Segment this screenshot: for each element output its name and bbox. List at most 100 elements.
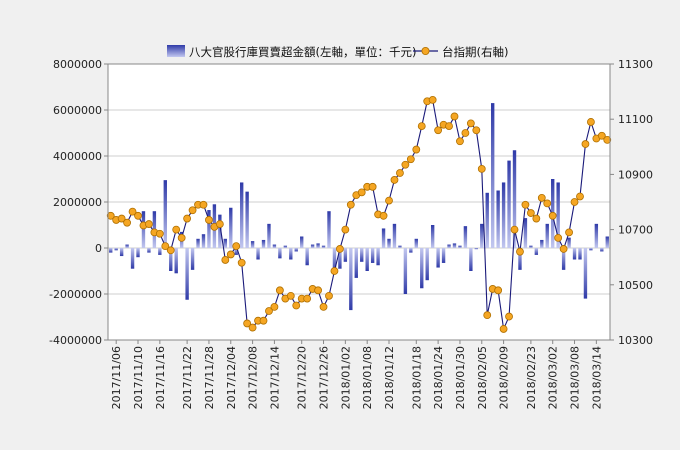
bar bbox=[125, 244, 129, 248]
line-point bbox=[396, 169, 404, 177]
line-point bbox=[456, 137, 464, 146]
bar bbox=[458, 245, 462, 248]
line-point bbox=[341, 225, 350, 234]
bar bbox=[147, 248, 151, 253]
bar bbox=[360, 248, 364, 262]
bar bbox=[272, 244, 277, 248]
bar bbox=[561, 248, 566, 270]
line-point bbox=[570, 198, 579, 206]
line-point bbox=[390, 176, 399, 184]
legend-bar-swatch bbox=[167, 45, 185, 57]
line-point bbox=[330, 267, 339, 275]
line-point bbox=[510, 225, 519, 234]
bar bbox=[365, 248, 369, 271]
x-tick-label: 2017/11/28 bbox=[203, 346, 216, 409]
left-tick-label: 6000000 bbox=[53, 104, 102, 117]
bar bbox=[589, 248, 593, 251]
line-point bbox=[466, 119, 475, 128]
line-point bbox=[532, 214, 541, 223]
bar bbox=[343, 248, 348, 262]
bar bbox=[119, 248, 124, 257]
legend-line-label: 台指期(右軸) bbox=[442, 45, 508, 59]
bar bbox=[321, 245, 326, 248]
bar bbox=[278, 248, 282, 259]
line-point bbox=[265, 307, 273, 315]
line-point bbox=[526, 209, 535, 217]
line-point bbox=[188, 206, 197, 215]
bar bbox=[534, 248, 539, 255]
line-point bbox=[177, 233, 186, 242]
line-point bbox=[314, 286, 322, 295]
bar bbox=[463, 226, 468, 248]
x-tick-label: 2018/03/02 bbox=[547, 346, 560, 409]
x-tick-label: 2018/02/09 bbox=[498, 346, 511, 409]
line-point bbox=[516, 247, 524, 256]
line-point bbox=[597, 131, 606, 140]
line-point bbox=[537, 193, 546, 202]
line-point bbox=[215, 220, 224, 228]
bar bbox=[196, 238, 200, 248]
bar bbox=[332, 248, 337, 273]
line-point bbox=[243, 319, 252, 328]
bar bbox=[496, 190, 500, 248]
bar bbox=[452, 243, 457, 248]
line-point bbox=[134, 211, 142, 220]
line-point bbox=[543, 199, 552, 208]
bar bbox=[540, 239, 544, 248]
bar bbox=[392, 223, 397, 248]
line-point bbox=[270, 302, 279, 311]
line-point bbox=[303, 294, 312, 303]
line-point bbox=[226, 250, 235, 259]
line-point bbox=[505, 312, 513, 321]
line-point bbox=[401, 160, 410, 169]
bar bbox=[130, 248, 135, 269]
bar bbox=[300, 236, 304, 248]
bar bbox=[480, 223, 484, 248]
line-point bbox=[232, 242, 241, 251]
bar bbox=[316, 243, 320, 248]
bar bbox=[283, 245, 288, 248]
line-point bbox=[292, 301, 301, 310]
bar bbox=[289, 248, 293, 260]
bar bbox=[305, 248, 309, 266]
bar bbox=[572, 248, 577, 260]
line-point bbox=[450, 112, 459, 121]
left-axis-ticks: -4000000 -2000000 0 2000000 4000000 6000000 80… bbox=[49, 58, 108, 347]
line-point bbox=[554, 233, 563, 242]
right-tick-label: 10900 bbox=[618, 168, 653, 181]
bar bbox=[441, 248, 446, 263]
bar bbox=[114, 248, 118, 251]
x-tick-label: 2017/12/04 bbox=[225, 346, 238, 409]
bar bbox=[169, 248, 173, 271]
right-tick-label: 10500 bbox=[618, 279, 653, 292]
line-point bbox=[521, 200, 530, 209]
bar bbox=[223, 238, 228, 248]
bar bbox=[523, 218, 528, 248]
x-tick-label: 2018/01/12 bbox=[383, 346, 396, 409]
bar bbox=[349, 248, 353, 311]
bar bbox=[605, 236, 609, 248]
line-point bbox=[581, 140, 590, 148]
bar bbox=[229, 207, 233, 248]
bar bbox=[578, 248, 582, 260]
left-tick-label: 2000000 bbox=[53, 196, 102, 209]
line-point bbox=[145, 220, 153, 228]
bar bbox=[381, 228, 386, 248]
right-tick-label: 10700 bbox=[618, 224, 653, 237]
line-point bbox=[445, 122, 453, 130]
line-point bbox=[434, 126, 443, 135]
bar bbox=[109, 248, 113, 253]
line-point bbox=[548, 211, 557, 220]
bar bbox=[310, 244, 315, 248]
x-tick-label: 2017/12/20 bbox=[296, 346, 309, 409]
bar bbox=[185, 248, 189, 300]
x-tick-label: 2018/03/08 bbox=[569, 346, 582, 409]
x-tick-label: 2018/03/14 bbox=[590, 346, 603, 409]
bar bbox=[512, 150, 517, 248]
bar bbox=[387, 238, 391, 248]
x-tick-label: 2017/11/16 bbox=[154, 346, 167, 409]
legend: 八大官股行庫買賣超金額(左軸，單位：千元) 台指期(右軸) bbox=[167, 45, 508, 59]
bar bbox=[436, 248, 440, 268]
bar bbox=[507, 160, 511, 248]
